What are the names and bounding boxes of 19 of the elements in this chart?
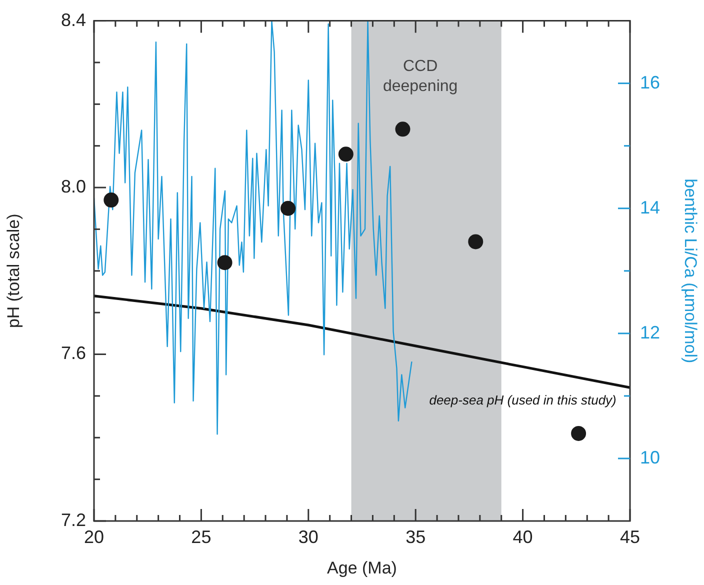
y-tick-label: 8.0 bbox=[60, 176, 86, 196]
x-axis-title: Age (Ma) bbox=[327, 558, 397, 578]
y-tick-label: 7.2 bbox=[60, 510, 86, 530]
x-tick-label: 25 bbox=[191, 526, 212, 547]
x-tick-label: 20 bbox=[84, 526, 104, 547]
y-tick-label: 7.6 bbox=[60, 343, 86, 364]
y2-tick-label: 16 bbox=[640, 72, 660, 92]
y2-tick-label: 12 bbox=[640, 322, 660, 342]
x-tick-label: 40 bbox=[512, 526, 533, 547]
x-tick-label: 30 bbox=[298, 526, 318, 547]
y2-axis-title: benthic Li/Ca (µmol/mol) bbox=[681, 178, 700, 364]
y2-tick-label: 14 bbox=[640, 197, 660, 218]
y-axis-title: pH (total scale) bbox=[4, 214, 23, 328]
x-tick-label: 35 bbox=[406, 526, 426, 547]
annotation: deep-sea pH (used in this study) bbox=[429, 392, 616, 408]
y2-tick-label: 10 bbox=[640, 447, 660, 468]
y-tick-label: 8.4 bbox=[60, 10, 86, 30]
x-tick-label: 45 bbox=[620, 526, 640, 547]
band-label: CCD deepening bbox=[382, 58, 458, 96]
